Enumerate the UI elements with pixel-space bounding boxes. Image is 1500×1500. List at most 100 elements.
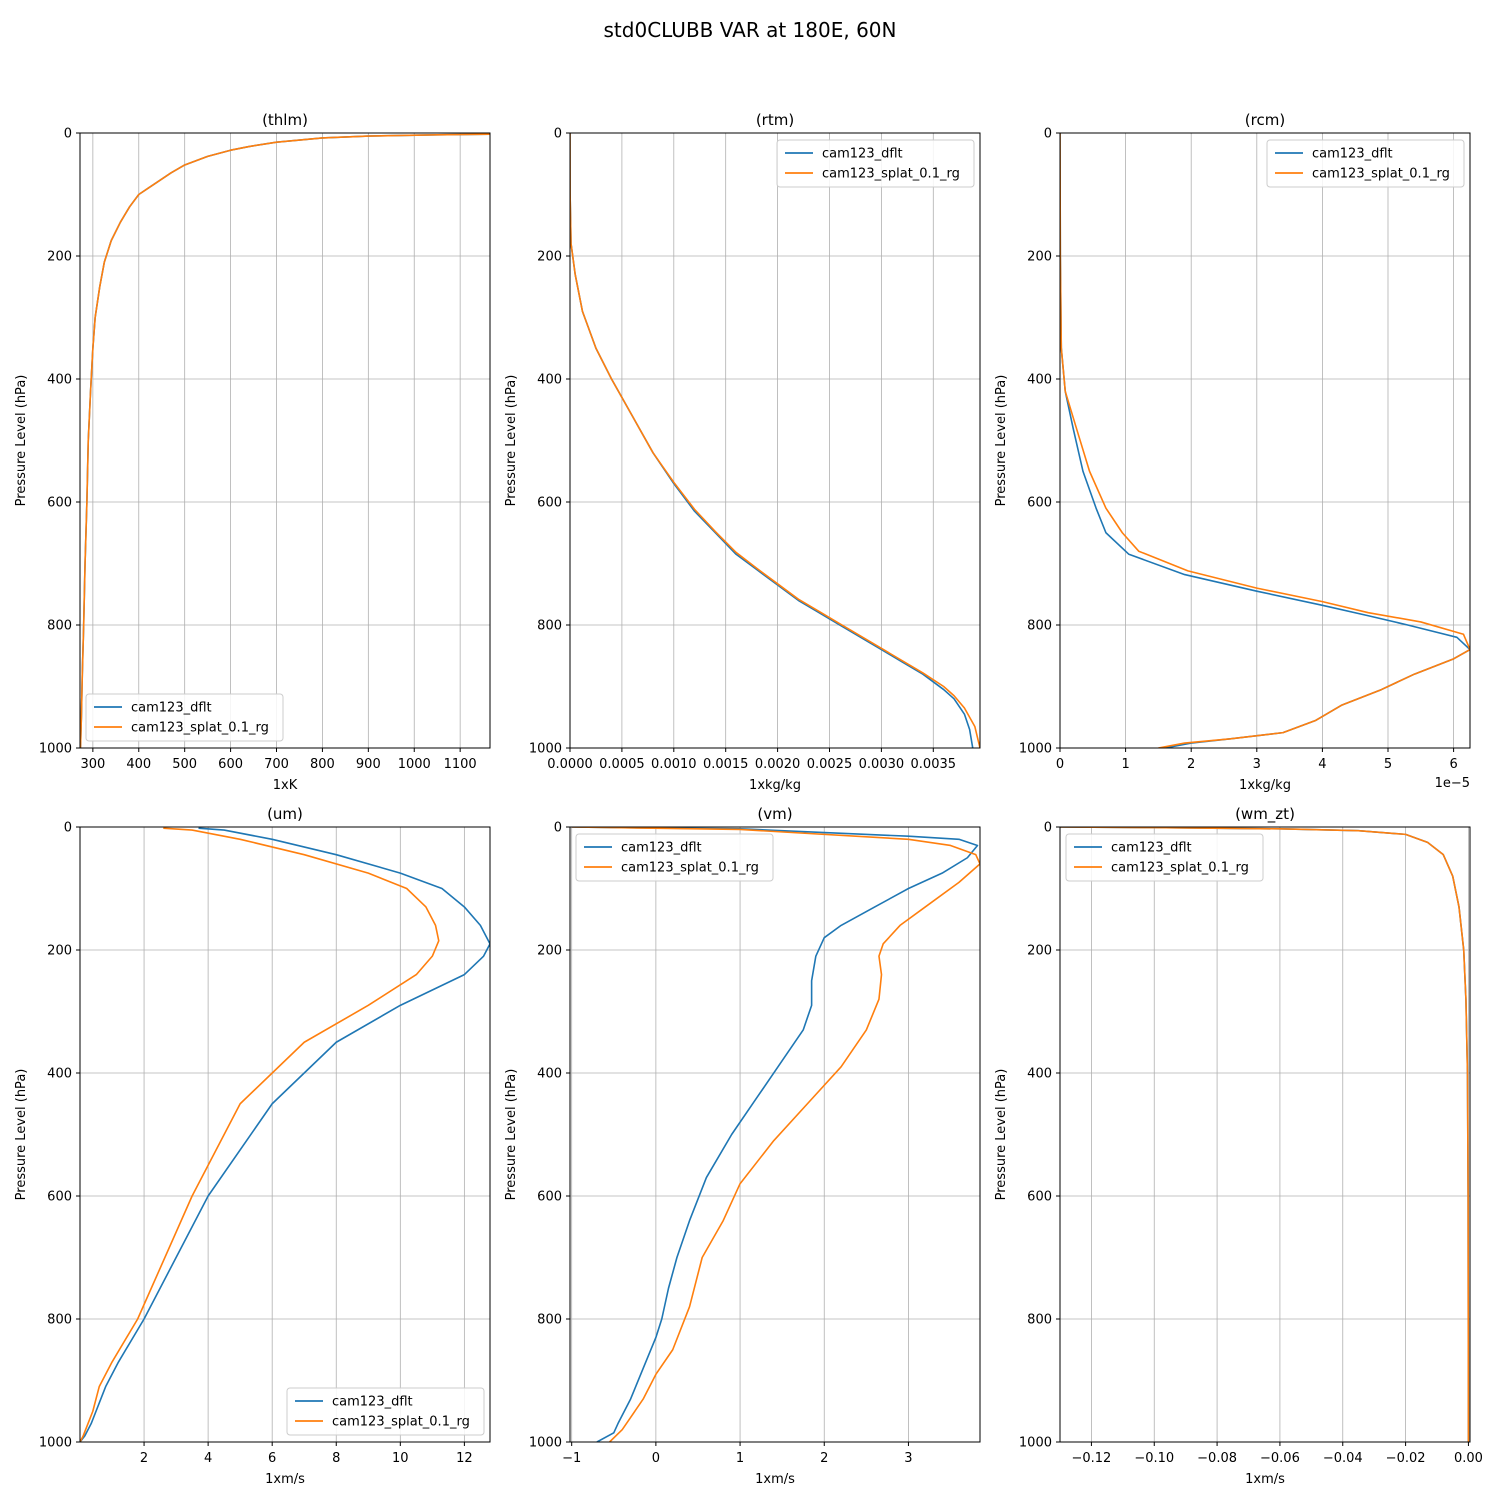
panel-3: 2 4 6 8 10 12 0 200 400 600 800 1000 (um) 1xm/s Pressu… [14, 805, 491, 1487]
x-tick-label: 12 [456, 1451, 473, 1466]
y-tick-label: 0 [1044, 127, 1052, 142]
x-tick-label: 6 [268, 1451, 276, 1466]
x-tick-label: 600 [218, 757, 243, 772]
panel-title: (vm) [757, 805, 792, 823]
x-offset-label: 1e−5 [1435, 776, 1470, 791]
panel-title: (rcm) [1245, 111, 1285, 129]
y-axis-label: Pressure Level (hPa) [14, 1069, 29, 1201]
y-tick-label: 400 [1027, 1067, 1052, 1082]
y-tick-label: 600 [47, 1190, 72, 1205]
x-tick-label: 2 [1187, 757, 1195, 772]
x-tick-label: 4 [1318, 757, 1326, 772]
x-tick-label: −0.06 [1260, 1451, 1300, 1466]
y-tick-label: 600 [47, 496, 72, 511]
y-tick-label: 1000 [529, 742, 562, 757]
y-tick-label: 0 [554, 127, 562, 142]
y-tick-label: 200 [537, 250, 562, 265]
y-axis-label: Pressure Level (hPa) [14, 375, 29, 507]
x-axis-label: 1xm/s [265, 1472, 305, 1487]
x-tick-label: −0.02 [1386, 1451, 1426, 1466]
x-tick-label: 0 [652, 1451, 660, 1466]
legend-box [85, 693, 284, 742]
y-tick-label: 1000 [1019, 1436, 1052, 1451]
figure-title: std0CLUBB VAR at 180E, 60N [604, 18, 897, 42]
y-tick-label: 200 [47, 944, 72, 959]
panel-0: 300 400 500 600 700 800 900 1000 1100 0 200 400 600 8… [14, 111, 491, 793]
legend-entry: cam123_splat_0.1_rg [822, 167, 960, 182]
legend: cam123_dflt cam123_splat_0.1_rg [85, 693, 284, 742]
legend-entry: cam123_splat_0.1_rg [131, 721, 269, 736]
legend-entry: cam123_splat_0.1_rg [332, 1415, 470, 1430]
x-tick-label: −0.10 [1134, 1451, 1174, 1466]
x-tick-label: 800 [310, 757, 335, 772]
y-tick-label: 0 [1044, 821, 1052, 836]
x-tick-label: 2 [820, 1451, 828, 1466]
x-tick-label: 0.0020 [755, 757, 801, 772]
y-axis-label: Pressure Level (hPa) [994, 375, 1009, 507]
legend-entry: cam123_dflt [1111, 841, 1192, 856]
x-tick-label: 0.0015 [703, 757, 749, 772]
y-tick-label: 600 [1027, 1190, 1052, 1205]
x-axis-label: 1xm/s [755, 1472, 795, 1487]
legend-entry: cam123_dflt [822, 147, 903, 162]
x-tick-label: 0.0005 [599, 757, 645, 772]
series-line-cam123_splat_0.1_rg [80, 827, 440, 1442]
y-tick-label: 800 [1027, 1313, 1052, 1328]
series-line-cam123_dflt [571, 827, 979, 1442]
y-tick-label: 400 [47, 373, 72, 388]
y-tick-label: 200 [1027, 944, 1052, 959]
series-line-cam123_splat_0.1_rg [80, 133, 490, 748]
legend: cam123_dflt cam123_splat_0.1_rg [575, 833, 774, 882]
legend-box [286, 1387, 485, 1436]
x-axis-label: 1xm/s [1245, 1472, 1285, 1487]
axes-frame [79, 132, 491, 749]
legend: cam123_dflt cam123_splat_0.1_rg [1266, 139, 1465, 188]
y-tick-label: 1000 [1019, 742, 1052, 757]
y-tick-label: 200 [1027, 250, 1052, 265]
x-tick-label: −0.12 [1071, 1451, 1111, 1466]
x-tick-label: 400 [126, 757, 151, 772]
x-tick-label: 700 [264, 757, 289, 772]
y-tick-label: 1000 [529, 1436, 562, 1451]
axes-frame [1059, 826, 1471, 1443]
series-line-cam123_splat_0.1_rg [570, 133, 980, 748]
legend-entry: cam123_dflt [1312, 147, 1393, 162]
legend-box [1065, 833, 1264, 882]
legend: cam123_dflt cam123_splat_0.1_rg [286, 1387, 485, 1436]
y-tick-label: 0 [64, 821, 72, 836]
y-tick-label: 1000 [39, 1436, 72, 1451]
y-tick-label: 400 [1027, 373, 1052, 388]
legend-entry: cam123_dflt [621, 841, 702, 856]
y-tick-label: 600 [1027, 496, 1052, 511]
axes-frame [79, 826, 491, 1443]
y-axis-label: Pressure Level (hPa) [504, 1069, 519, 1201]
y-tick-label: 600 [537, 1190, 562, 1205]
x-tick-label: 2 [140, 1451, 148, 1466]
x-tick-label: 10 [392, 1451, 409, 1466]
y-axis-label: Pressure Level (hPa) [504, 375, 519, 507]
x-tick-label: 1000 [398, 757, 431, 772]
x-tick-label: 0 [1056, 757, 1064, 772]
y-tick-label: 600 [537, 496, 562, 511]
x-axis-label: 1xkg/kg [1239, 778, 1291, 793]
legend-box [776, 139, 975, 188]
legend-box [1266, 139, 1465, 188]
axes-frame [569, 826, 981, 1443]
y-tick-label: 200 [47, 250, 72, 265]
x-tick-label: 1 [736, 1451, 744, 1466]
x-tick-label: 4 [204, 1451, 212, 1466]
x-axis-label: 1xkg/kg [749, 778, 801, 793]
y-tick-label: 400 [537, 373, 562, 388]
y-tick-label: 800 [537, 1313, 562, 1328]
x-tick-label: 1 [1121, 757, 1129, 772]
series-line-cam123_splat_0.1_rg [1060, 133, 1470, 748]
x-tick-label: 3 [1253, 757, 1261, 772]
panel-title: (rtm) [756, 111, 794, 129]
x-tick-label: 3 [904, 1451, 912, 1466]
x-tick-label: 0.0030 [859, 757, 905, 772]
legend-entry: cam123_splat_0.1_rg [1312, 167, 1450, 182]
series-line-cam123_splat_0.1_rg [571, 827, 980, 1442]
panel-group: 300 400 500 600 700 800 900 1000 110002004006008… [14, 111, 1483, 1487]
legend: cam123_dflt cam123_splat_0.1_rg [1065, 833, 1264, 882]
